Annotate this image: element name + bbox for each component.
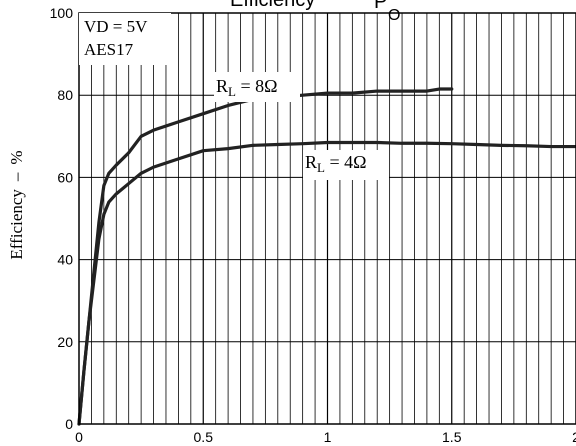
series-label-8ohm-sub: L — [228, 84, 236, 99]
series-label-4ohm: RL = 4Ω — [303, 150, 389, 180]
chart-title-text: Efficiency — [230, 0, 315, 11]
series-label-8ohm-text: RL = 8Ω — [216, 76, 278, 99]
series-label-4ohm-rest: = 4Ω — [325, 152, 367, 172]
axes — [78, 12, 576, 425]
series-line-1 — [77, 140, 576, 426]
y-axis-label-text: Efficiency –% — [7, 150, 26, 259]
series-label-8ohm: RL = 8Ω — [214, 72, 300, 102]
chart-title-symbol: P — [374, 0, 387, 13]
y-tick-label: 0 — [65, 416, 73, 432]
y-tick-label: 80 — [57, 87, 73, 103]
y-tick-label: 60 — [57, 169, 73, 185]
y-axis-label-unit: % — [7, 150, 26, 164]
series-layer — [77, 87, 576, 426]
y-axis-label-dash: – — [7, 172, 26, 182]
series-label-4ohm-text: RL = 4Ω — [305, 152, 367, 175]
y-tick-label: 100 — [50, 5, 74, 21]
y-axis-label: Efficiency –% — [7, 150, 26, 259]
series-label-4ohm-sub: L — [317, 160, 325, 175]
series-label-8ohm-main: R — [216, 76, 228, 96]
condition-aes17: AES17 — [84, 40, 134, 59]
grid — [79, 13, 576, 424]
x-tick-label: 1 — [324, 429, 332, 445]
chart-title: Efficiency P O — [230, 0, 400, 24]
plot-frame — [78, 12, 576, 425]
y-tick-label: 40 — [57, 252, 73, 268]
y-tick-label: 20 — [57, 334, 73, 350]
x-tick-label: 1.5 — [442, 429, 462, 445]
series-label-4ohm-main: R — [305, 152, 317, 172]
x-tick-label: 0.5 — [194, 429, 214, 445]
series-line-0 — [77, 87, 454, 426]
conditions-background — [79, 13, 171, 65]
series-label-8ohm-bg — [214, 72, 300, 102]
y-axis-label-main: Efficiency — [7, 189, 26, 260]
series-label-4ohm-bg — [303, 150, 389, 180]
tick-labels: 00.511.52020406080100 — [50, 5, 576, 445]
x-tick-label: 0 — [75, 429, 83, 445]
condition-vd: VD = 5V — [84, 17, 148, 36]
chart-title-symbol-sub: O — [388, 7, 400, 24]
series-label-8ohm-rest: = 8Ω — [236, 76, 278, 96]
conditions-annotation: VD = 5V AES17 — [79, 13, 171, 65]
x-tick-label: 2 — [572, 429, 576, 445]
